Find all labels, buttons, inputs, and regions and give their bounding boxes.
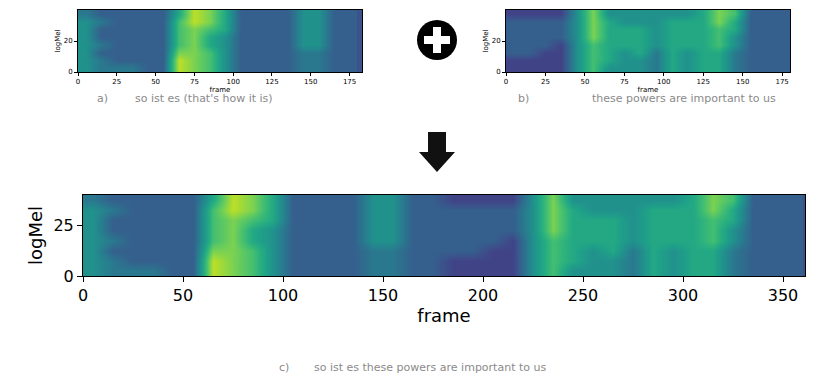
svg-text:20: 20 <box>492 37 501 45</box>
svg-text:100: 100 <box>268 286 299 305</box>
svg-text:frame: frame <box>417 305 470 326</box>
svg-text:300: 300 <box>668 286 699 305</box>
svg-text:a): a) <box>97 92 108 105</box>
svg-text:0: 0 <box>76 78 80 86</box>
svg-text:c): c) <box>279 361 289 374</box>
svg-text:25: 25 <box>112 78 121 86</box>
svg-text:0: 0 <box>78 286 88 305</box>
svg-text:100: 100 <box>657 78 670 86</box>
svg-text:20: 20 <box>64 37 73 45</box>
svg-text:200: 200 <box>468 286 499 305</box>
svg-text:25: 25 <box>541 78 550 86</box>
svg-text:250: 250 <box>568 286 599 305</box>
svg-text:75: 75 <box>190 78 199 86</box>
svg-text:0: 0 <box>496 68 500 76</box>
svg-text:125: 125 <box>265 78 278 86</box>
svg-text:frame: frame <box>638 86 659 94</box>
svg-text:175: 175 <box>343 78 356 86</box>
svg-text:so ist es (that's how it is): so ist es (that's how it is) <box>135 92 273 105</box>
svg-text:0: 0 <box>64 267 74 286</box>
svg-text:100: 100 <box>227 78 240 86</box>
svg-text:logMel: logMel <box>25 206 46 265</box>
svg-text:these powers are important to: these powers are important to us <box>592 92 776 105</box>
svg-text:150: 150 <box>736 78 749 86</box>
svg-text:175: 175 <box>775 78 788 86</box>
svg-text:50: 50 <box>580 78 589 86</box>
svg-text:50: 50 <box>173 286 193 305</box>
svg-text:logMel: logMel <box>482 29 490 52</box>
svg-text:150: 150 <box>368 286 399 305</box>
svg-text:so ist es these powers are imp: so ist es these powers are important to … <box>314 361 546 374</box>
svg-text:25: 25 <box>53 216 73 235</box>
svg-text:logMel: logMel <box>54 29 62 52</box>
svg-text:75: 75 <box>620 78 629 86</box>
svg-text:350: 350 <box>768 286 799 305</box>
svg-text:frame: frame <box>210 86 231 94</box>
svg-text:b): b) <box>518 92 529 105</box>
svg-text:125: 125 <box>697 78 710 86</box>
svg-text:50: 50 <box>151 78 160 86</box>
svg-text:150: 150 <box>304 78 317 86</box>
svg-text:0: 0 <box>68 68 72 76</box>
svg-text:0: 0 <box>504 78 508 86</box>
